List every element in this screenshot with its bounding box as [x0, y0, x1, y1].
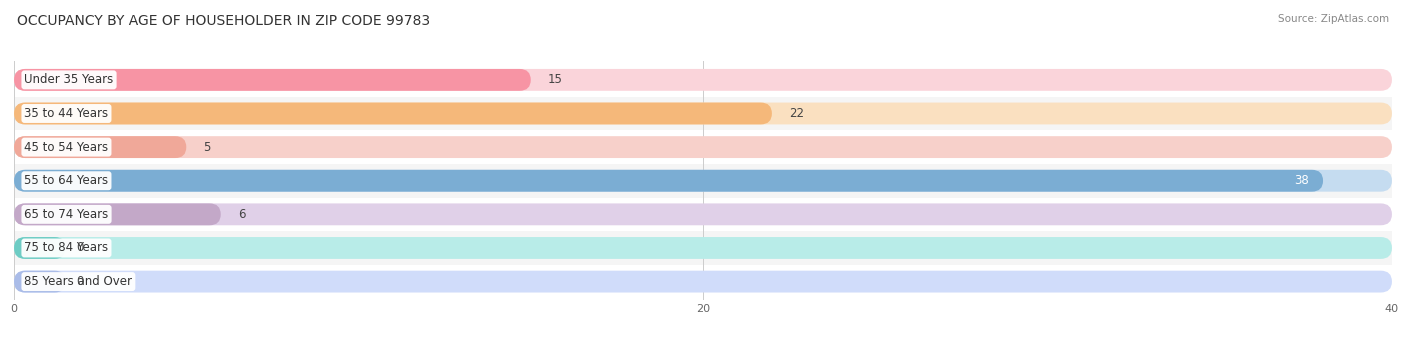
Text: 75 to 84 Years: 75 to 84 Years [24, 241, 108, 254]
FancyBboxPatch shape [14, 170, 1323, 192]
Text: OCCUPANCY BY AGE OF HOUSEHOLDER IN ZIP CODE 99783: OCCUPANCY BY AGE OF HOUSEHOLDER IN ZIP C… [17, 14, 430, 28]
FancyBboxPatch shape [14, 271, 66, 293]
Text: 22: 22 [789, 107, 804, 120]
Text: 85 Years and Over: 85 Years and Over [24, 275, 132, 288]
FancyBboxPatch shape [14, 63, 1392, 97]
FancyBboxPatch shape [14, 204, 1392, 225]
Text: 15: 15 [548, 73, 562, 86]
FancyBboxPatch shape [14, 170, 1392, 192]
Text: 35 to 44 Years: 35 to 44 Years [24, 107, 108, 120]
Text: 0: 0 [76, 241, 83, 254]
FancyBboxPatch shape [14, 237, 66, 259]
FancyBboxPatch shape [14, 130, 1392, 164]
Text: 65 to 74 Years: 65 to 74 Years [24, 208, 108, 221]
FancyBboxPatch shape [14, 136, 186, 158]
Text: Under 35 Years: Under 35 Years [24, 73, 114, 86]
Text: 5: 5 [204, 140, 211, 153]
Text: Source: ZipAtlas.com: Source: ZipAtlas.com [1278, 14, 1389, 24]
FancyBboxPatch shape [14, 103, 772, 124]
Text: 38: 38 [1295, 174, 1309, 187]
FancyBboxPatch shape [14, 265, 1392, 298]
FancyBboxPatch shape [14, 204, 221, 225]
FancyBboxPatch shape [14, 164, 1392, 197]
FancyBboxPatch shape [14, 69, 531, 91]
FancyBboxPatch shape [14, 97, 1392, 130]
Text: 55 to 64 Years: 55 to 64 Years [24, 174, 108, 187]
FancyBboxPatch shape [14, 69, 1392, 91]
FancyBboxPatch shape [14, 271, 1392, 293]
FancyBboxPatch shape [14, 231, 1392, 265]
Text: 45 to 54 Years: 45 to 54 Years [24, 140, 108, 153]
FancyBboxPatch shape [14, 237, 1392, 259]
FancyBboxPatch shape [14, 197, 1392, 231]
FancyBboxPatch shape [14, 103, 1392, 124]
FancyBboxPatch shape [14, 136, 1392, 158]
Text: 6: 6 [238, 208, 246, 221]
Text: 0: 0 [76, 275, 83, 288]
